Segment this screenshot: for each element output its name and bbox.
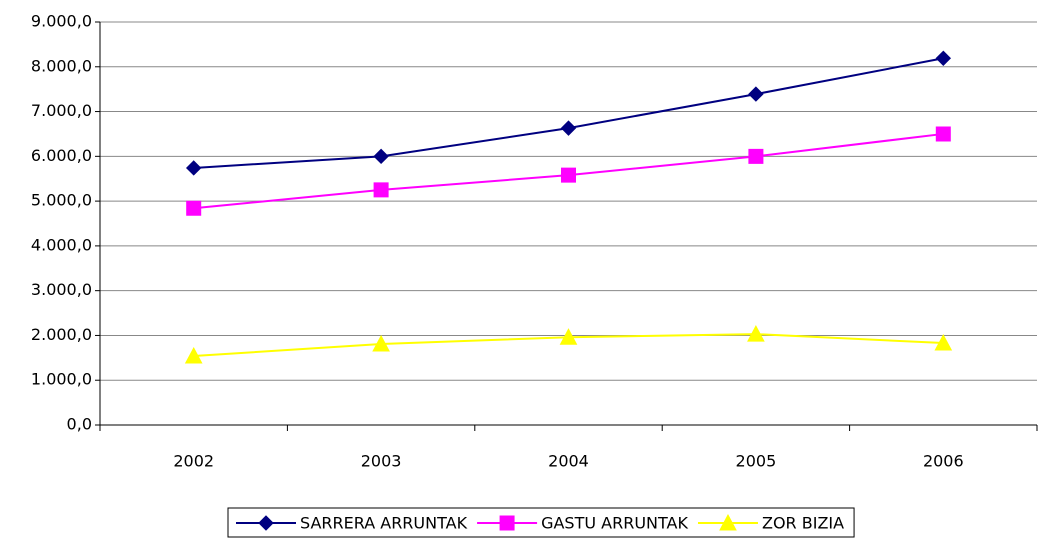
series-line [193,57,944,169]
marker [186,200,202,216]
x-tick-label: 2006 [923,452,964,471]
y-tick-label: 2.000,0 [31,325,92,344]
y-tick-label: 9.000,0 [31,12,92,31]
y-tick-label: 3.000,0 [31,280,92,299]
marker [748,86,764,102]
marker [719,513,737,531]
marker [258,515,274,531]
marker [185,160,202,176]
x-tick-label: 2003 [361,452,402,471]
marker [499,515,515,531]
y-tick-label: 5.000,0 [31,191,92,210]
y-tick-label: 8.000,0 [31,56,92,75]
y-tick-label: 4.000,0 [31,235,92,254]
y-tick-label: 0,0 [67,415,92,434]
y-tick-label: 1.000,0 [31,370,92,389]
marker [372,334,390,352]
legend-label: GASTU ARRUNTAK [541,514,688,533]
marker [935,126,951,142]
marker [747,325,765,342]
marker [184,346,203,364]
marker [373,148,389,165]
y-tick-label: 7.000,0 [31,101,92,120]
legend-label: SARRERA ARRUNTAK [300,514,468,533]
marker [559,328,578,345]
x-tick-label: 2002 [173,452,214,471]
marker [373,182,389,198]
marker [561,167,576,183]
marker [935,50,952,66]
legend-label: ZOR BIZIA [762,514,844,533]
marker [934,333,953,351]
y-tick-label: 6.000,0 [31,146,92,165]
marker [560,120,577,136]
x-tick-label: 2004 [548,452,589,471]
marker [748,148,764,164]
x-tick-label: 2005 [736,452,777,471]
